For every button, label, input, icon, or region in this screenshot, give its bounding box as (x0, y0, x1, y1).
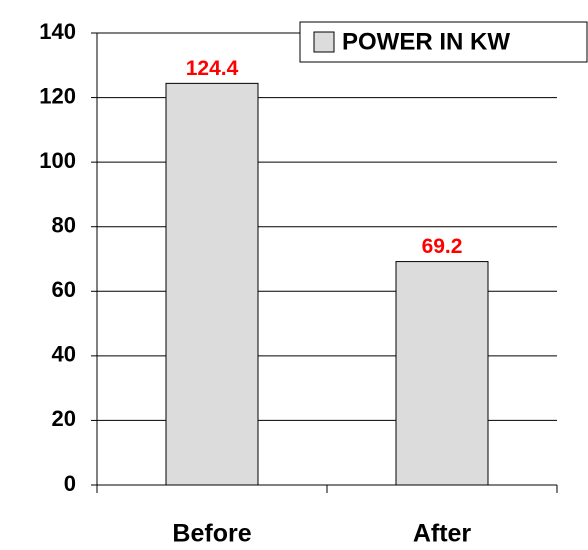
y-tick-label: 40 (52, 342, 76, 367)
value-label: 69.2 (422, 235, 463, 258)
y-tick-label: 120 (39, 83, 76, 108)
y-tick-label: 80 (52, 213, 76, 238)
y-tick-label: 20 (52, 406, 76, 431)
legend-box (299, 21, 588, 63)
legend-label: POWER IN KW (342, 28, 510, 55)
y-tick-label: 100 (39, 148, 76, 173)
y-tick-label: 60 (52, 277, 76, 302)
y-tick-label: 0 (64, 471, 76, 496)
value-label: 124.4 (186, 57, 239, 80)
x-tick-label: Before (172, 520, 251, 548)
legend-swatch (313, 31, 335, 53)
y-tick-label: 140 (39, 19, 76, 44)
bar (395, 261, 489, 486)
bar (165, 82, 259, 486)
x-tick-label: After (413, 520, 472, 548)
